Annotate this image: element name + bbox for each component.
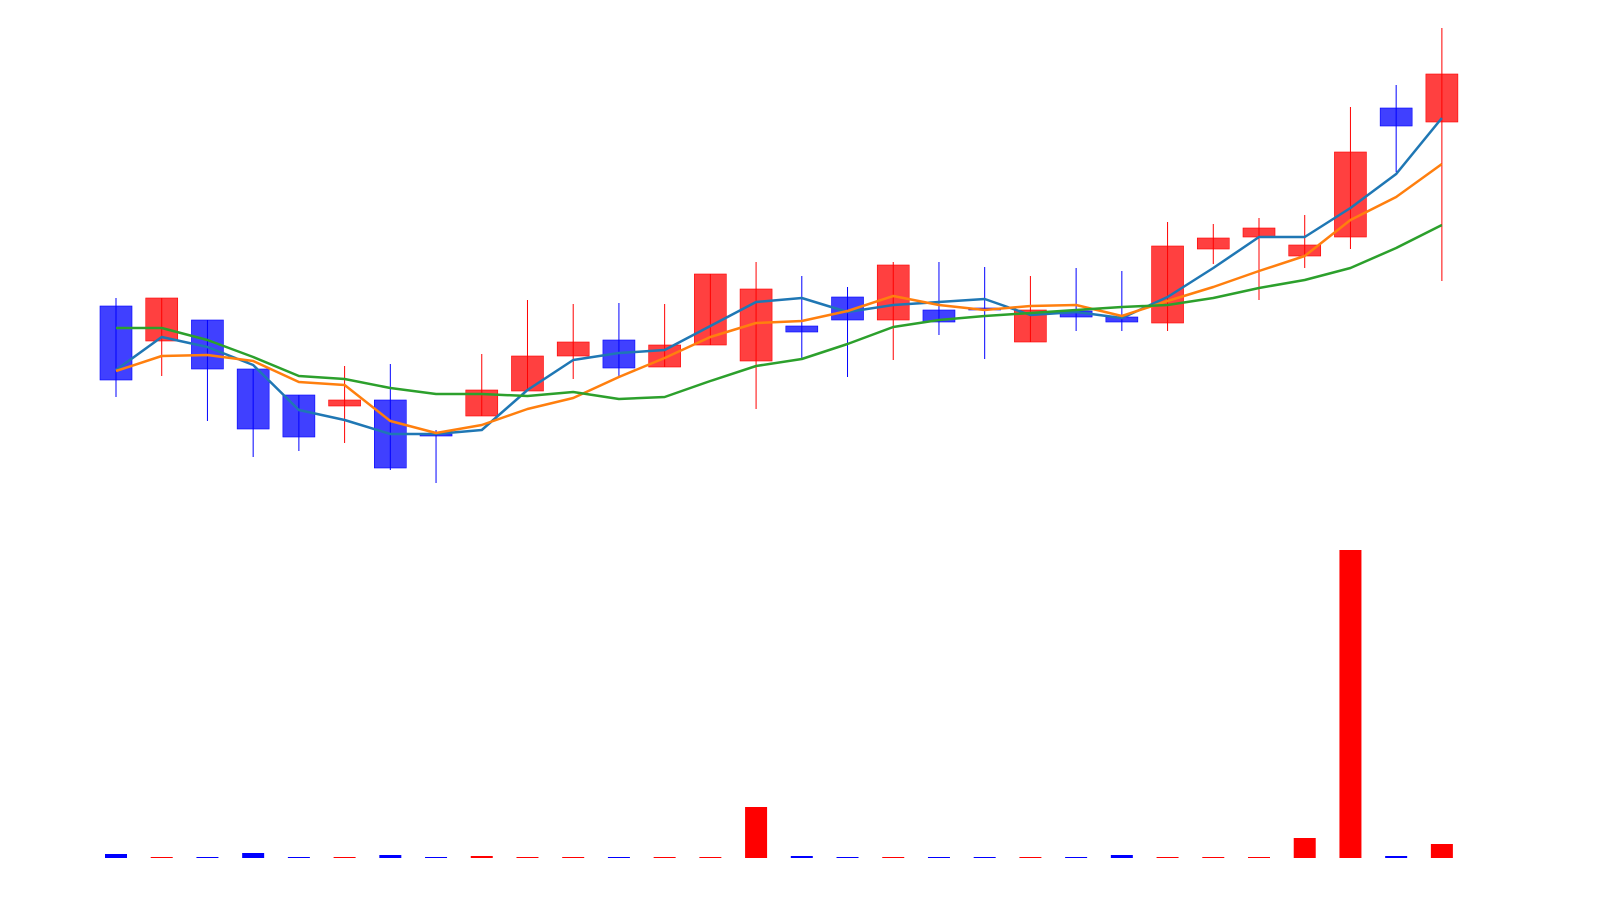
moving-average-line [116,223,1443,401]
volume-bar [379,855,402,858]
volume-bar [425,857,448,858]
volume-bar [470,856,493,858]
candle-body [1425,73,1459,123]
candle-body [556,341,590,357]
volume-bar [1019,857,1042,858]
volume-bar [745,807,768,858]
volume-bar [1110,855,1133,858]
volume-bar [699,857,722,858]
volume-bar [287,857,310,858]
volume-bar [607,857,630,858]
candle-body [876,264,910,321]
candle-body [236,368,270,430]
volume-bar [1156,857,1179,858]
volume-bar [333,857,356,858]
candle-body [328,399,361,407]
candle-body [1196,237,1230,250]
moving-average-line [115,117,1443,436]
volume-bar [882,857,905,858]
volume-bar [1293,838,1316,858]
volume-bar [1065,857,1088,858]
volume-bar [973,857,996,858]
volume-bar [105,854,127,858]
volume-bar [1202,857,1225,858]
volume-bar [196,857,219,858]
volume-bar [516,857,539,858]
volume-bar [242,853,265,858]
candle-body [145,297,179,342]
moving-average-line [115,162,1443,435]
candle-body [282,394,316,438]
volume-bar [150,857,173,858]
candle-body [1334,151,1367,238]
volume-bar [562,857,585,858]
candle-body [511,355,544,392]
volume-bar [653,857,676,858]
volume-bar [1339,550,1362,858]
candle-body [1242,227,1276,238]
volume-bar [1385,856,1408,858]
candle-body [1379,107,1413,127]
volume-bar [1430,844,1453,858]
volume-bar [790,856,813,858]
volume-bar [1248,857,1270,858]
candle-body [785,325,819,333]
candle-body [1151,245,1184,324]
volume-bar [836,857,859,858]
volume-bar [927,857,950,858]
